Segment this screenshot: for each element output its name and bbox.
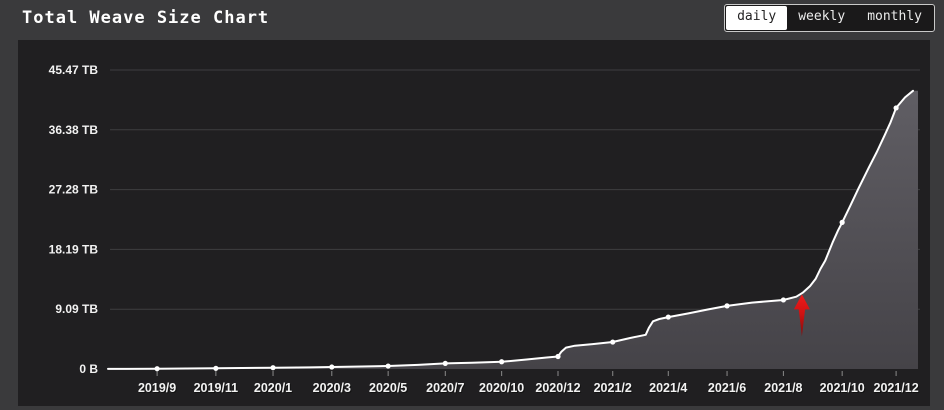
data-point [442,360,448,367]
y-axis-label: 0 B [79,362,98,376]
data-point [610,339,616,345]
range-tab-group: daily weekly monthly [724,4,935,32]
x-axis-label: 2021/4 [649,381,687,395]
x-axis-label: 2021/10 [820,381,865,395]
annotation-arrow-icon [793,294,810,337]
x-axis-label: 2020/7 [426,381,464,395]
tab-weekly[interactable]: weekly [798,9,846,24]
tab-daily[interactable]: daily [726,6,788,30]
x-axis-label: 2021/6 [708,381,746,395]
header: Total Weave Size Chart daily weekly mont… [0,0,944,40]
data-point [893,105,899,111]
weave-size-chart-panel: 0 B 9.09 TB 18.19 TB 27.28 TB 36.38 TB 45.47 … [18,40,930,406]
y-axis-label: 45.47 TB [49,63,99,77]
y-axis-label: 18.19 TB [49,242,99,256]
x-axis-label: 2020/3 [313,381,351,395]
x-axis-label: 2021/8 [764,381,802,395]
data-point [839,219,845,225]
series-line [107,89,914,370]
x-axis-label: 2021/12 [874,381,919,395]
x-axis-label: 2020/1 [254,381,292,395]
data-point [780,297,786,303]
x-axis-label: 2020/12 [535,381,580,395]
x-axis-label: 2021/2 [594,381,632,395]
series-area-fill [108,90,918,370]
x-axis-label: 2019/9 [138,381,176,395]
page-title: Total Weave Size Chart [22,8,270,28]
tab-monthly[interactable]: monthly [867,9,922,24]
data-point [213,365,219,371]
data-point [665,314,671,320]
x-axis-label: 2020/5 [369,381,407,395]
x-axis-label: 2019/11 [194,381,239,395]
data-point [555,353,561,360]
data-point [499,359,505,365]
data-point [154,366,160,372]
y-axis-label: 9.09 TB [55,302,98,316]
weave-size-chart: 0 B 9.09 TB 18.19 TB 27.28 TB 36.38 TB 45.47 … [49,63,920,395]
x-axis-label: 2020/10 [479,381,524,395]
y-axis-label: 36.38 TB [49,123,99,137]
data-point [270,365,276,371]
data-point [385,363,391,369]
y-axis-label: 27.28 TB [49,183,99,197]
data-point [329,364,335,370]
data-point [724,303,730,309]
